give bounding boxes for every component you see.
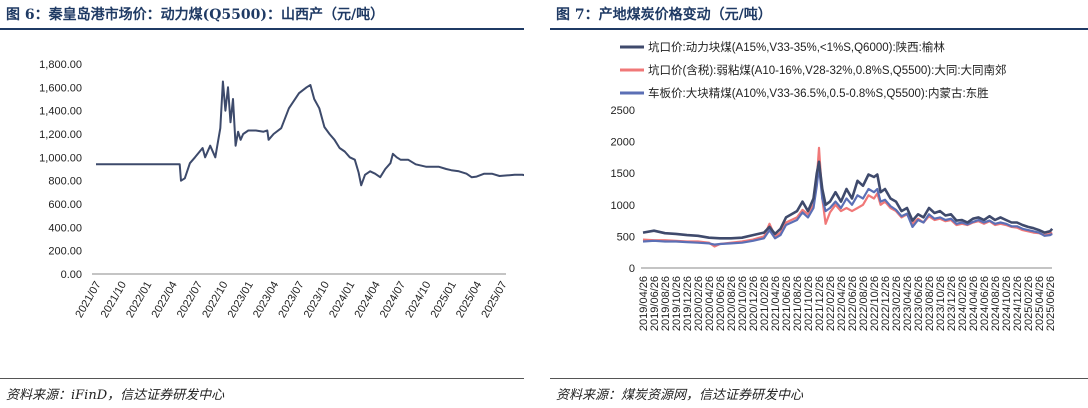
- x-tick-label: 2019/08/26: [660, 276, 672, 331]
- x-tick-label: 2023/06/26: [913, 276, 925, 331]
- y-tick-label: 0: [629, 263, 635, 275]
- x-tick-label: 2023/08/26: [924, 276, 936, 331]
- x-tick-label: 2023/10/26: [935, 276, 947, 331]
- x-tick-label: 2020/04/26: [704, 276, 716, 331]
- y-tick-label: 1,200.00: [39, 129, 82, 141]
- x-tick-label: 2020/02/26: [693, 276, 705, 331]
- x-tick-label: 2022/10/26: [869, 276, 881, 331]
- left-title-rule: [0, 28, 524, 30]
- series-dakuai-jingmei-line: [642, 165, 1053, 246]
- y-tick-label: 2500: [611, 105, 635, 117]
- y-tick-label: 400.00: [48, 222, 82, 234]
- left-chart-svg: 0.00 200.00 400.00 600.00 800.00 1,000.00 1,20…: [39, 59, 524, 320]
- legend-entry-dongli-kuaimei: 坑口价:动力块煤(A15%,V33-35%,<1%S,Q6000):陕西:榆林: [648, 40, 945, 54]
- x-tick-label: 2022/02/26: [825, 276, 837, 331]
- y-tick-label: 2000: [611, 137, 635, 149]
- legend-entry-ruonian-mei: 坑口价(含税):弱粘煤(A10-16%,V28-32%,0.8%S,Q5500)…: [648, 63, 1007, 77]
- x-tick-label: 2021/12/26: [814, 276, 826, 331]
- x-tick-label: 2021/06/26: [781, 276, 793, 331]
- right-figure: 图 7：产地煤炭价格变动（元/吨） 坑口价:动力块煤(A15%,V33-35%,…: [550, 0, 1088, 408]
- y-tick-label: 800.00: [48, 176, 82, 188]
- x-tick-label: 2021/08/26: [792, 276, 804, 331]
- x-tick-label: 2019/06/26: [649, 276, 661, 331]
- x-tick-label: 2024/04/26: [968, 276, 980, 331]
- y-tick-label: 600.00: [48, 199, 82, 211]
- x-tick-label: 2024/12/26: [1012, 276, 1024, 331]
- y-tick-label: 1,000.00: [39, 152, 82, 164]
- series-dongli-kuaimei-line: [642, 160, 1054, 240]
- right-source-note: 资料来源：煤炭资源网，信达证券研发中心: [556, 388, 804, 403]
- x-tick-label: 2020/06/26: [715, 276, 727, 331]
- x-tick-label: 2022/04/26: [836, 276, 848, 331]
- x-tick-label: 2024/06/26: [979, 276, 991, 331]
- y-tick-label: 1000: [611, 200, 635, 212]
- x-tick-label: 2025/02/26: [1023, 276, 1035, 331]
- right-chart-svg: 坑口价:动力块煤(A15%,V33-35%,<1%S,Q6000):陕西:榆林坑…: [611, 40, 1057, 331]
- x-tick-label: 2024/08/26: [990, 276, 1002, 331]
- x-tick-label: 2019/04/26: [638, 276, 650, 331]
- y-tick-label: 500: [617, 231, 635, 243]
- price-series-line: [96, 80, 524, 187]
- y-tick-label: 1,800.00: [39, 59, 82, 71]
- x-tick-label: 2021/04/26: [770, 276, 782, 331]
- x-tick-label: 2020/12/26: [748, 276, 760, 331]
- x-tick-label: 2023/12/26: [946, 276, 958, 331]
- y-tick-label: 0.00: [61, 269, 82, 281]
- left-figure-title: 图 6：秦皇岛港市场价：动力煤(Q5500)：山西产（元/吨）: [6, 7, 385, 23]
- x-tick-label: 2022/08/26: [858, 276, 870, 331]
- legend-entry-dakuai-jingmei: 车板价:大块精煤(A10%,V33-36.5%,0.5-0.8%S,Q5500)…: [648, 86, 989, 100]
- series-ruonian-mei-line: [642, 146, 1053, 248]
- y-tick-label: 1500: [611, 168, 635, 180]
- y-tick-label: 1,400.00: [39, 106, 82, 118]
- x-tick-label: 2024/10/26: [1001, 276, 1013, 331]
- x-tick-label: 2021/02/26: [759, 276, 771, 331]
- x-tick-label: 2025/06/26: [1045, 276, 1057, 331]
- x-tick-label: 2022/06/26: [847, 276, 859, 331]
- left-source-note: 资料来源：iFinD，信达证券研发中心: [6, 388, 225, 403]
- x-tick-label: 2020/10/26: [737, 276, 749, 331]
- x-tick-label: 2023/04/26: [902, 276, 914, 331]
- x-tick-label: 2020/08/26: [726, 276, 738, 331]
- right-figure-title: 图 7：产地煤炭价格变动（元/吨）: [556, 7, 772, 23]
- y-tick-label: 200.00: [48, 246, 82, 258]
- y-tick-label: 1,600.00: [39, 82, 82, 94]
- x-tick-label: 2024/02/26: [957, 276, 969, 331]
- x-tick-label: 2019/10/26: [671, 276, 683, 331]
- right-title-rule: [550, 28, 1088, 30]
- x-tick-label: 2019/12/26: [682, 276, 694, 331]
- left-figure: 图 6：秦皇岛港市场价：动力煤(Q5500)：山西产（元/吨） 0.00 200.…: [0, 0, 524, 408]
- x-tick-label: 2021/10/26: [803, 276, 815, 331]
- left-source-rule: [0, 378, 524, 379]
- x-tick-label: 2025/04/26: [1034, 276, 1046, 331]
- right-source-rule: [550, 378, 1088, 379]
- x-tick-label: 2022/12/26: [880, 276, 892, 331]
- x-tick-label: 2023/02/26: [891, 276, 903, 331]
